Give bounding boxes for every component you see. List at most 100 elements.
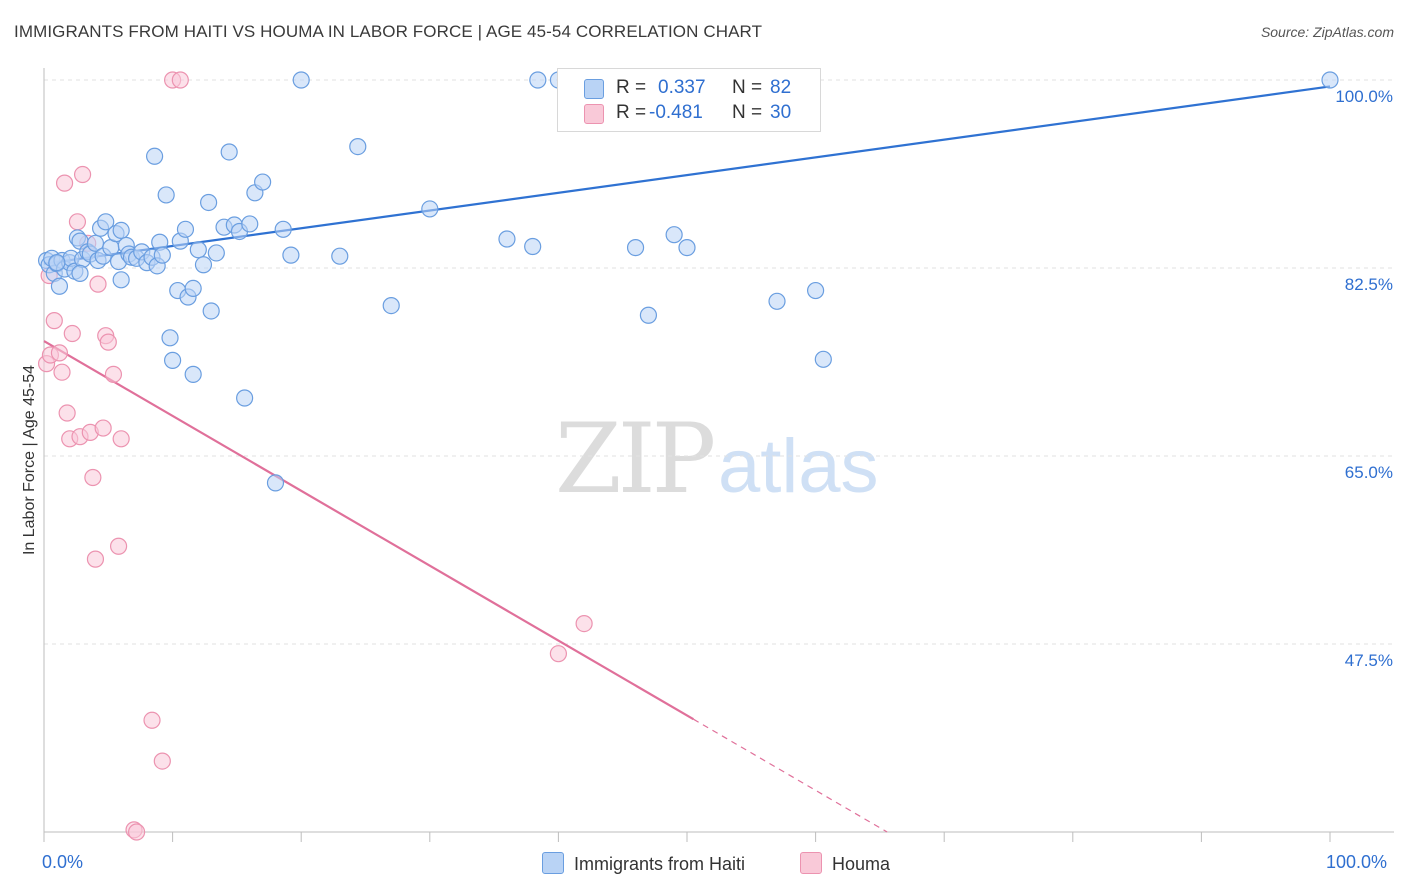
haiti-point bbox=[153, 246, 171, 264]
houma-point bbox=[153, 752, 171, 770]
haiti-point bbox=[200, 193, 218, 212]
houma-point bbox=[104, 365, 123, 383]
haiti-r-label: R = bbox=[616, 77, 647, 98]
legend-houma-swatch bbox=[800, 852, 822, 874]
x-tick-max: 100.0% bbox=[1326, 852, 1388, 872]
legend-haiti-label: Immigrants from Haiti bbox=[574, 854, 746, 874]
haiti-point bbox=[48, 254, 66, 272]
axes bbox=[43, 68, 1394, 842]
y-axis-label: In Labor Force | Age 45-54 bbox=[21, 364, 38, 556]
haiti-point bbox=[112, 221, 130, 239]
houma-point bbox=[45, 312, 63, 330]
source-label: Source: ZipAtlas.com bbox=[1260, 24, 1394, 40]
haiti-point bbox=[806, 281, 825, 300]
watermark: ZIP atlas bbox=[555, 403, 879, 515]
haiti-point bbox=[626, 238, 645, 257]
y-tick-label: 82.5% bbox=[1345, 275, 1393, 294]
haiti-point bbox=[145, 147, 164, 165]
watermark-atlas: atlas bbox=[718, 424, 879, 509]
haiti-point bbox=[50, 277, 69, 295]
haiti-point bbox=[184, 365, 202, 383]
legend-houma-label: Houma bbox=[832, 854, 891, 874]
houma-point bbox=[112, 430, 130, 448]
houma-point bbox=[73, 165, 92, 184]
haiti-point bbox=[524, 237, 542, 256]
haiti-point bbox=[331, 247, 349, 265]
chart-title: IMMIGRANTS FROM HAITI VS HOUMA IN LABOR … bbox=[14, 22, 763, 41]
haiti-point bbox=[349, 138, 367, 156]
y-tick-label: 47.5% bbox=[1345, 651, 1393, 670]
houma-point bbox=[575, 614, 593, 633]
haiti-n-label: N = bbox=[732, 77, 763, 98]
houma-point bbox=[63, 324, 81, 343]
haiti-point bbox=[1321, 71, 1339, 89]
haiti-point bbox=[529, 71, 547, 89]
gridlines bbox=[44, 79, 1394, 645]
legend-item-haiti: Immigrants from Haiti bbox=[542, 852, 745, 875]
houma-point bbox=[171, 71, 189, 89]
houma-trend-line bbox=[43, 340, 694, 721]
x-tick-min: 0.0% bbox=[42, 852, 84, 872]
haiti-point bbox=[266, 474, 285, 492]
houma-r-value: -0.481 bbox=[649, 102, 703, 123]
houma-point bbox=[94, 419, 112, 437]
haiti-point bbox=[176, 220, 195, 238]
trend-lines bbox=[43, 85, 1331, 833]
houma-point bbox=[127, 823, 146, 841]
haiti-point bbox=[202, 302, 220, 320]
haiti-trend-line bbox=[43, 85, 1331, 265]
y-tick-label: 65.0% bbox=[1345, 463, 1393, 482]
haiti-point bbox=[274, 220, 292, 238]
houma-point bbox=[89, 275, 107, 293]
haiti-point bbox=[382, 297, 400, 315]
haiti-point bbox=[292, 71, 310, 89]
haiti-point bbox=[254, 173, 272, 191]
stats-legend: R = 0.337 N = 82 R = -0.481 N = 30 bbox=[557, 68, 821, 132]
houma-point bbox=[99, 333, 117, 351]
watermark-zip: ZIP bbox=[555, 403, 714, 515]
haiti-point bbox=[421, 200, 439, 218]
legend-haiti-swatch bbox=[542, 852, 564, 874]
haiti-point bbox=[194, 256, 213, 274]
houma-point bbox=[549, 645, 568, 663]
haiti-point bbox=[814, 350, 832, 368]
haiti-point bbox=[665, 226, 683, 244]
houma-point bbox=[55, 174, 74, 192]
haiti-point bbox=[207, 244, 225, 262]
data-points bbox=[37, 71, 1339, 841]
haiti-point bbox=[678, 238, 696, 257]
haiti-point bbox=[97, 213, 115, 231]
houma-trend-extension bbox=[693, 718, 888, 833]
y-tick-label: 100.0% bbox=[1335, 87, 1393, 106]
houma-swatch bbox=[584, 104, 604, 124]
haiti-point bbox=[282, 246, 300, 264]
houma-n-value: 30 bbox=[770, 102, 792, 123]
y-tick-labels: 47.5% 65.0% 82.5% 100.0% bbox=[1335, 87, 1393, 670]
haiti-point bbox=[164, 351, 182, 369]
houma-point bbox=[86, 550, 105, 568]
haiti-point bbox=[639, 306, 658, 324]
haiti-swatch bbox=[584, 79, 604, 99]
haiti-point bbox=[71, 264, 89, 282]
houma-point bbox=[84, 468, 102, 487]
haiti-n-value: 82 bbox=[770, 77, 792, 98]
haiti-point bbox=[498, 230, 516, 248]
houma-point bbox=[58, 404, 76, 422]
legend-item-houma: Houma bbox=[800, 852, 890, 875]
haiti-point bbox=[220, 143, 238, 161]
haiti-point bbox=[161, 329, 179, 347]
houma-point bbox=[53, 363, 71, 381]
haiti-r-value: 0.337 bbox=[658, 77, 706, 98]
houma-point bbox=[50, 344, 69, 362]
haiti-point bbox=[189, 241, 207, 259]
houma-n-label: N = bbox=[732, 102, 763, 123]
haiti-point bbox=[241, 215, 259, 233]
haiti-point bbox=[112, 271, 130, 289]
haiti-point bbox=[157, 186, 175, 204]
houma-point bbox=[143, 711, 161, 729]
haiti-point bbox=[768, 292, 786, 310]
houma-r-label: R = bbox=[616, 102, 647, 123]
houma-point bbox=[109, 537, 128, 555]
haiti-point bbox=[184, 279, 202, 298]
